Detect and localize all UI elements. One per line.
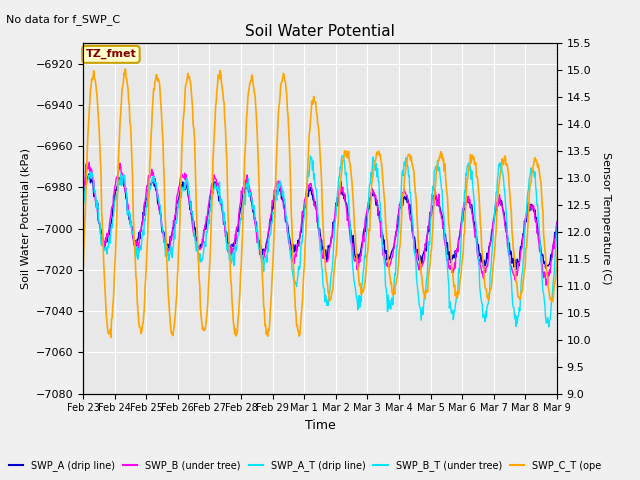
SWP_B (under tree) (140, 214, 147, 220)
Line: SWP_B (under tree): SWP_B (under tree) (83, 162, 588, 285)
Legend: SWP_A (drip line), SWP_B (under tree), SWP_A_T (drip line), SWP_B_T (under tree): SWP_A (drip line), SWP_B (under tree), S… (5, 456, 605, 475)
SWP_A_T (drip line) (79, 199, 87, 204)
SWP_B (under tree) (542, 282, 550, 288)
SWP_A (drip line) (232, 236, 240, 241)
SWP_A_T (drip line) (576, 326, 584, 332)
SWP_A (drip line) (140, 209, 147, 215)
SWP_C_T (ope (140, 312, 148, 317)
SWP_A_T (drip line) (139, 231, 147, 237)
Y-axis label: Sensor Temperature (C): Sensor Temperature (C) (601, 152, 611, 285)
Text: TZ_fmet: TZ_fmet (86, 49, 136, 60)
SWP_A_T (drip line) (388, 295, 396, 300)
SWP_B (under tree) (584, 219, 592, 225)
SWP_A (drip line) (512, 267, 520, 273)
SWP_A (drip line) (276, 185, 284, 191)
SWP_A_T (drip line) (417, 305, 424, 311)
Y-axis label: Soil Water Potential (kPa): Soil Water Potential (kPa) (20, 148, 30, 289)
SWP_B (under tree) (417, 265, 424, 271)
SWP_A (drip line) (257, 244, 265, 250)
X-axis label: Time: Time (305, 419, 335, 432)
SWP_A (drip line) (417, 253, 424, 259)
SWP_C_T (ope (389, 292, 397, 298)
Title: Soil Water Potential: Soil Water Potential (245, 24, 395, 39)
SWP_B (under tree) (232, 235, 240, 240)
SWP_A_T (drip line) (257, 247, 264, 253)
SWP_A (drip line) (85, 171, 93, 177)
SWP_A (drip line) (79, 194, 87, 200)
Line: SWP_A_T (drip line): SWP_A_T (drip line) (83, 156, 588, 329)
SWP_A_T (drip line) (338, 153, 346, 159)
SWP_A_T (drip line) (584, 228, 592, 233)
SWP_B (under tree) (257, 255, 265, 261)
SWP_A_T (drip line) (232, 243, 239, 249)
SWP_B (under tree) (79, 186, 87, 192)
SWP_B (under tree) (276, 182, 284, 188)
SWP_A_T (drip line) (276, 185, 284, 191)
SWP_B (under tree) (85, 159, 93, 165)
Line: SWP_C_T (ope: SWP_C_T (ope (83, 69, 588, 337)
SWP_A (drip line) (388, 248, 396, 253)
SWP_A (drip line) (584, 216, 592, 222)
SWP_C_T (ope (277, 81, 285, 87)
SWP_C_T (ope (122, 66, 129, 72)
Text: No data for f_SWP_C: No data for f_SWP_C (6, 14, 120, 25)
SWP_C_T (ope (258, 261, 266, 266)
SWP_C_T (ope (233, 332, 241, 337)
SWP_C_T (ope (417, 271, 425, 277)
SWP_C_T (ope (79, 265, 87, 271)
SWP_C_T (ope (584, 262, 592, 267)
SWP_C_T (ope (107, 335, 115, 340)
Line: SWP_A (drip line): SWP_A (drip line) (83, 174, 588, 270)
SWP_B (under tree) (388, 255, 396, 261)
